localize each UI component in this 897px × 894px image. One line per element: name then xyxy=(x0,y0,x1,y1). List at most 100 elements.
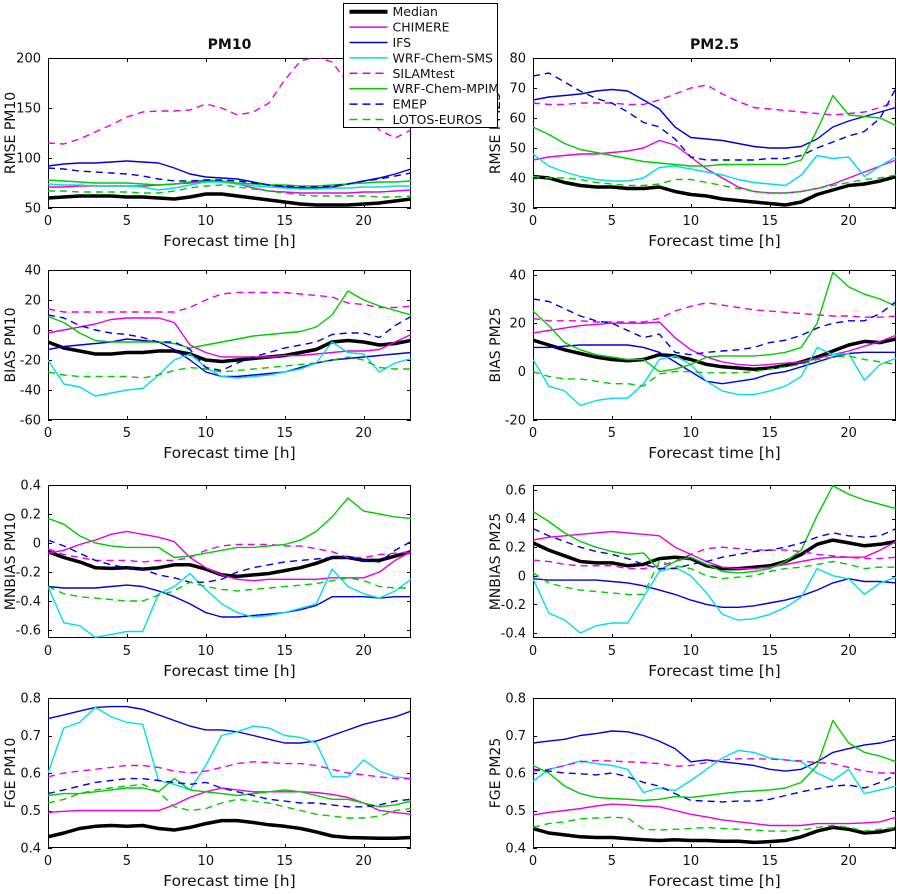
legend-box xyxy=(343,3,498,128)
chart-rmse-pm25: 0 5 10 15 20 30 40 50 60 70 80 PM2.5 Forecast time [… xyxy=(488,37,896,250)
x-tick-label: 5 xyxy=(123,426,131,441)
series-layer xyxy=(48,290,411,397)
series-lotos-euros xyxy=(533,560,896,596)
series-ifs xyxy=(533,88,896,149)
series-emep xyxy=(48,314,411,372)
series-emep xyxy=(533,527,896,570)
chart-title: PM10 xyxy=(208,37,252,53)
y-tick-label: -0.6 xyxy=(16,624,41,639)
series-layer xyxy=(533,271,896,407)
y-tick-label: -60 xyxy=(20,414,41,429)
y-tick-label: 0.5 xyxy=(20,804,41,819)
x-tick-label: 10 xyxy=(683,214,700,229)
y-axis-label: MNBIAS PM10 xyxy=(3,513,19,611)
axes-box xyxy=(48,485,411,638)
y-tick-label: 0 xyxy=(33,537,41,552)
x-tick-label: 15 xyxy=(761,644,778,659)
legend-entry-label: CHIMERE xyxy=(393,20,450,35)
chart-title: PM2.5 xyxy=(690,37,739,53)
series-lotos-euros xyxy=(48,783,411,819)
series-median xyxy=(533,825,896,845)
x-axis-label: Forecast time [h] xyxy=(648,662,780,680)
y-tick-label: -0.4 xyxy=(16,595,41,610)
x-tick-label: 20 xyxy=(355,426,372,441)
series-silamtest xyxy=(48,291,411,313)
series-median xyxy=(533,174,896,207)
series-wrf-chem-sms xyxy=(533,346,896,407)
x-axis-label: Forecast time [h] xyxy=(648,444,780,462)
axes-box xyxy=(533,485,896,638)
series-wrf-chem-sms xyxy=(48,568,411,638)
x-axis-label: Forecast time [h] xyxy=(163,444,295,462)
y-tick-label: 100 xyxy=(16,152,41,167)
series-wrf-chem-mpim xyxy=(533,271,896,373)
y-tick-label: 0.7 xyxy=(20,729,41,744)
series-wrf-chem-sms xyxy=(48,181,411,191)
x-tick-label: 5 xyxy=(608,854,616,869)
y-tick-label: 0.4 xyxy=(20,479,41,494)
series-layer xyxy=(48,58,411,207)
series-ifs xyxy=(533,578,896,608)
y-tick-label: -0.4 xyxy=(501,626,526,641)
y-tick-label: 200 xyxy=(16,52,41,67)
x-tick-label: 20 xyxy=(355,644,372,659)
series-chimere xyxy=(48,530,411,582)
series-silamtest xyxy=(533,546,896,570)
y-tick-label: -0.2 xyxy=(501,598,526,613)
series-emep xyxy=(533,72,896,161)
y-tick-label: 0 xyxy=(518,365,526,380)
legend-entry: IFS xyxy=(349,35,412,50)
x-tick-label: 20 xyxy=(355,854,372,869)
chart-fge-pm10: 0 5 10 15 20 0.4 0.5 0.6 0.7 0.8 Forecast time [h]… xyxy=(3,692,411,890)
series-median xyxy=(48,192,411,207)
series-wrf-chem-sms xyxy=(533,566,896,634)
y-tick-label: 30 xyxy=(509,202,526,217)
y-axis-label: RMSE PM10 xyxy=(3,92,19,174)
y-tick-label: 0 xyxy=(33,324,41,339)
series-silamtest xyxy=(533,302,896,323)
legend-entry: WRF-Chem-SMS xyxy=(349,50,493,65)
y-tick-label: 40 xyxy=(24,264,41,279)
legend-entry-label: IFS xyxy=(393,35,412,50)
y-axis-label: BIAS PM25 xyxy=(488,308,504,383)
chart-mnbias-pm10: 0 5 10 15 20 -0.6 -0.4 -0.2 0 0.2 0.4 Forecast time… xyxy=(3,479,411,680)
series-median xyxy=(533,337,896,371)
y-tick-label: 0.5 xyxy=(505,804,526,819)
y-axis-label: MNBIAS PM25 xyxy=(488,513,504,611)
x-tick-label: 15 xyxy=(276,854,293,869)
y-axis-label: BIAS PM10 xyxy=(3,308,19,383)
series-ifs xyxy=(533,344,896,385)
series-chimere xyxy=(533,530,896,570)
series-wrf-chem-mpim xyxy=(533,94,896,167)
series-wrf-chem-sms xyxy=(48,706,411,791)
legend: MedianCHIMEREIFSWRF-Chem-SMSSILAMtestWRF… xyxy=(343,3,500,128)
y-tick-label: -40 xyxy=(20,384,41,399)
y-tick-label: -20 xyxy=(20,354,41,369)
legend-entry-label: WRF-Chem-MPIM xyxy=(393,81,500,96)
series-lotos-euros xyxy=(533,174,896,194)
x-tick-label: 0 xyxy=(529,644,537,659)
x-tick-label: 5 xyxy=(608,644,616,659)
axes-box xyxy=(48,270,411,420)
series-silamtest xyxy=(533,758,896,774)
series-lotos-euros xyxy=(48,577,411,602)
legend-entry-label: EMEP xyxy=(393,97,428,112)
y-tick-label: 20 xyxy=(24,294,41,309)
x-tick-label: 5 xyxy=(123,214,131,229)
x-tick-label: 20 xyxy=(840,854,857,869)
y-tick-label: 60 xyxy=(509,112,526,127)
series-chimere xyxy=(48,787,411,815)
chart-fge-pm25: 0 5 10 15 20 0.4 0.5 0.6 0.7 0.8 Forecast time [h]… xyxy=(488,692,896,890)
x-tick-label: 10 xyxy=(683,426,700,441)
x-tick-label: 0 xyxy=(44,854,52,869)
series-chimere xyxy=(533,803,896,827)
y-tick-label: 50 xyxy=(509,142,526,157)
series-emep xyxy=(533,298,896,356)
series-wrf-chem-mpim xyxy=(48,777,411,808)
series-wrf-chem-mpim xyxy=(533,485,896,574)
x-tick-label: 0 xyxy=(529,214,537,229)
x-tick-label: 15 xyxy=(761,854,778,869)
series-wrf-chem-sms xyxy=(533,749,896,795)
